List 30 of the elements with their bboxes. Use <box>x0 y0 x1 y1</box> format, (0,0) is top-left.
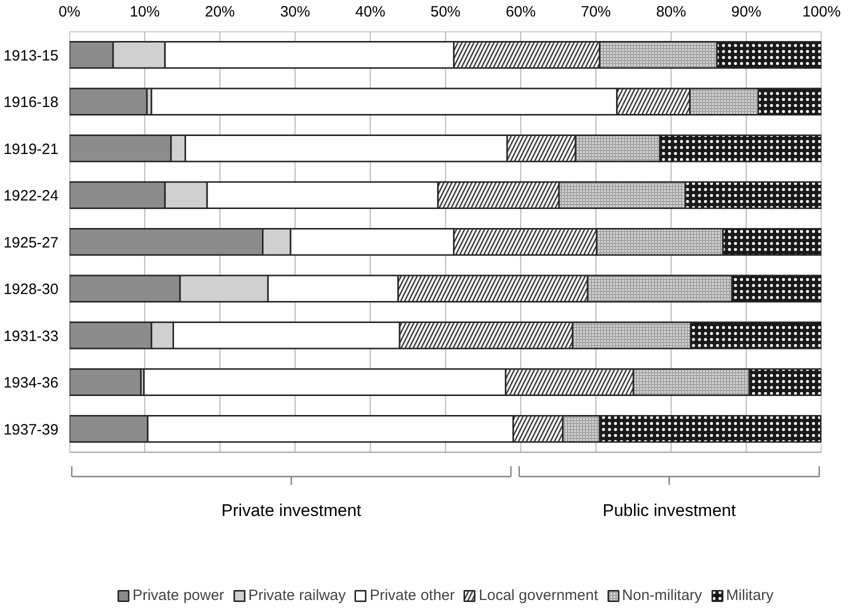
legend-label: Private power <box>132 587 224 604</box>
x-tick-label: 40% <box>355 4 386 20</box>
x-tick-label: 20% <box>204 4 235 20</box>
x-tick-label: 80% <box>656 4 686 20</box>
x-tick-label: 100% <box>802 4 841 20</box>
x-tick-label: 70% <box>580 4 611 20</box>
bar <box>70 368 142 396</box>
x-tick-label: 10% <box>130 4 160 20</box>
legend-label: Private other <box>370 587 455 604</box>
text: Public investment <box>602 501 736 520</box>
bar <box>70 88 148 116</box>
x-tick-label: 50% <box>430 4 461 20</box>
x-tick-label: 0% <box>58 4 80 20</box>
legend-label: Local government <box>478 587 598 604</box>
y-tick-label: 1922-24 <box>3 188 59 205</box>
legend-label: Private railway <box>248 587 346 604</box>
y-tick-label: 1931-33 <box>3 328 59 345</box>
legend-label: Non-military <box>622 587 702 604</box>
y-tick-label: 1919-21 <box>3 140 59 158</box>
y-tick-label: 1916-18 <box>3 94 59 112</box>
x-tick-label: 30% <box>280 4 310 20</box>
x-tick-label: 90% <box>731 4 762 20</box>
y-tick-label: 1928-30 <box>3 281 59 298</box>
text: Private investment <box>221 501 362 520</box>
legend-label: Military <box>726 587 774 604</box>
x-tick-label: 60% <box>506 4 536 20</box>
y-tick-label: 1913-15 <box>3 47 59 64</box>
y-tick-label: 1925-27 <box>3 234 59 252</box>
y-tick-label: 1934-36 <box>3 374 59 392</box>
y-tick-label: 1937-39 <box>3 421 59 438</box>
